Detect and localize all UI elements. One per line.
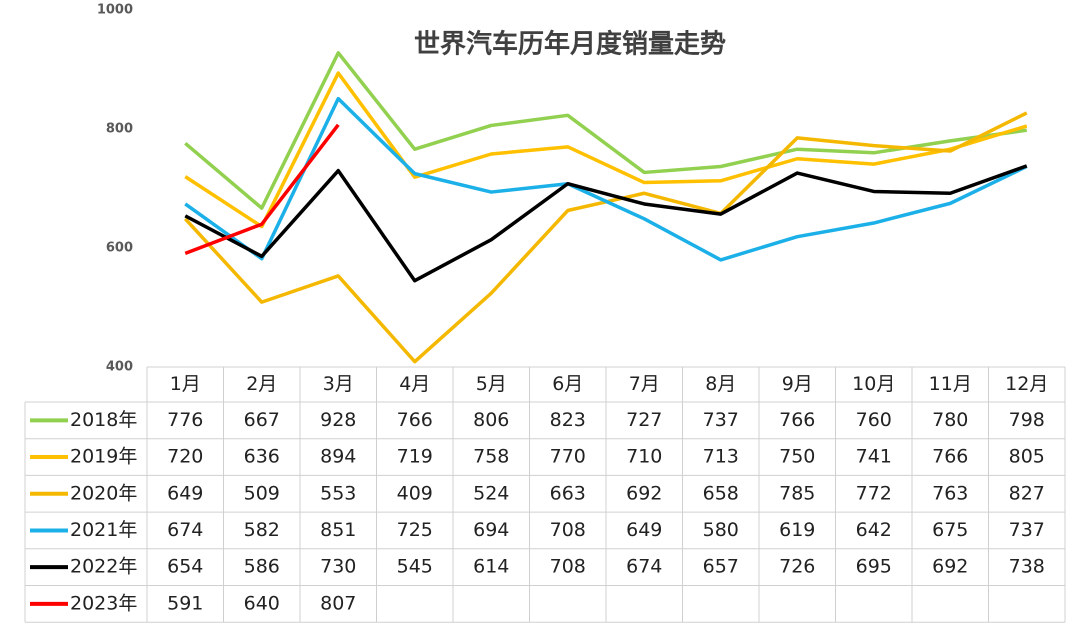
- table-value: 894: [320, 446, 356, 468]
- table-value: 738: [1009, 556, 1045, 578]
- table-value: 713: [703, 446, 739, 468]
- table-value: 727: [626, 409, 662, 431]
- table-value: 658: [703, 482, 739, 504]
- x-tick-label: 10月: [852, 373, 895, 395]
- table-value: 776: [167, 409, 203, 431]
- table-value: 524: [473, 482, 509, 504]
- table-value: 726: [779, 556, 815, 578]
- legend-label: 2022年: [70, 556, 137, 578]
- table-value: 772: [856, 482, 892, 504]
- table-value: 851: [320, 519, 356, 541]
- table-value: 741: [856, 446, 892, 468]
- table-value: 591: [167, 592, 203, 614]
- table-value: 619: [779, 519, 815, 541]
- series-line: [184, 123, 340, 255]
- chart-title: 世界汽车历年月度销量走势: [414, 29, 726, 60]
- table-value: 785: [779, 482, 815, 504]
- table-value: 695: [856, 556, 892, 578]
- table-value: 823: [550, 409, 586, 431]
- table-value: 582: [244, 519, 280, 541]
- table-value: 654: [167, 556, 203, 578]
- table-value: 766: [397, 409, 433, 431]
- x-tick-label: 5月: [476, 373, 507, 395]
- x-tick-label: 6月: [552, 373, 583, 395]
- table-value: 798: [1009, 409, 1045, 431]
- series-line: [184, 164, 1028, 283]
- table-value: 674: [167, 519, 203, 541]
- x-tick-label: 1月: [170, 373, 201, 395]
- x-tick-label: 7月: [629, 373, 660, 395]
- table-value: 642: [856, 519, 892, 541]
- table-value: 674: [626, 556, 662, 578]
- table-value: 719: [397, 446, 433, 468]
- table-value: 737: [1009, 519, 1045, 541]
- table-value: 806: [473, 409, 509, 431]
- table-value: 675: [932, 519, 968, 541]
- table-value: 737: [703, 409, 739, 431]
- y-tick-label: 600: [106, 241, 133, 256]
- x-tick-label: 9月: [782, 373, 813, 395]
- y-tick-label: 1000: [97, 3, 133, 18]
- table-value: 708: [550, 556, 586, 578]
- table-value: 758: [473, 446, 509, 468]
- table-value: 780: [932, 409, 968, 431]
- table-value: 640: [244, 592, 280, 614]
- table-value: 710: [626, 446, 662, 468]
- legend-label: 2021年: [70, 519, 137, 541]
- x-tick-label: 2月: [246, 373, 277, 395]
- legend-label: 2019年: [70, 446, 137, 468]
- table-value: 586: [244, 556, 280, 578]
- table-value: 509: [244, 482, 280, 504]
- table-value: 649: [626, 519, 662, 541]
- table-value: 657: [703, 556, 739, 578]
- table-value: 763: [932, 482, 968, 504]
- x-tick-label: 11月: [929, 373, 972, 395]
- y-tick-label: 800: [106, 122, 133, 137]
- x-tick-label: 8月: [705, 373, 736, 395]
- table-value: 770: [550, 446, 586, 468]
- legend-label: 2020年: [70, 482, 137, 504]
- table-value: 694: [473, 519, 509, 541]
- table-value: 928: [320, 409, 356, 431]
- table-value: 730: [320, 556, 356, 578]
- table-value: 553: [320, 482, 356, 504]
- table-value: 805: [1009, 446, 1045, 468]
- table-value: 614: [473, 556, 509, 578]
- table-value: 636: [244, 446, 280, 468]
- table-value: 649: [167, 482, 203, 504]
- x-tick-label: 4月: [399, 373, 430, 395]
- series-line: [184, 51, 1027, 210]
- table-value: 750: [779, 446, 815, 468]
- table-value: 580: [703, 519, 739, 541]
- table-value: 663: [550, 482, 586, 504]
- table-value: 692: [932, 556, 968, 578]
- table-value: 667: [244, 409, 280, 431]
- table-value: 760: [856, 409, 892, 431]
- table-value: 545: [397, 556, 433, 578]
- legend-label: 2018年: [70, 409, 137, 431]
- table-value: 766: [932, 446, 968, 468]
- y-tick-label: 400: [106, 360, 133, 375]
- table-value: 692: [626, 482, 662, 504]
- table-value: 827: [1009, 482, 1045, 504]
- table-value: 807: [320, 592, 356, 614]
- series-line: [184, 96, 1028, 262]
- table-value: 725: [397, 519, 433, 541]
- legend-label: 2023年: [70, 592, 137, 614]
- series-line: [184, 71, 1028, 229]
- x-tick-label: 12月: [1005, 373, 1048, 395]
- table-value: 766: [779, 409, 815, 431]
- x-tick-label: 3月: [323, 373, 354, 395]
- table-value: 720: [167, 446, 203, 468]
- table-value: 708: [550, 519, 586, 541]
- table-value: 409: [397, 482, 433, 504]
